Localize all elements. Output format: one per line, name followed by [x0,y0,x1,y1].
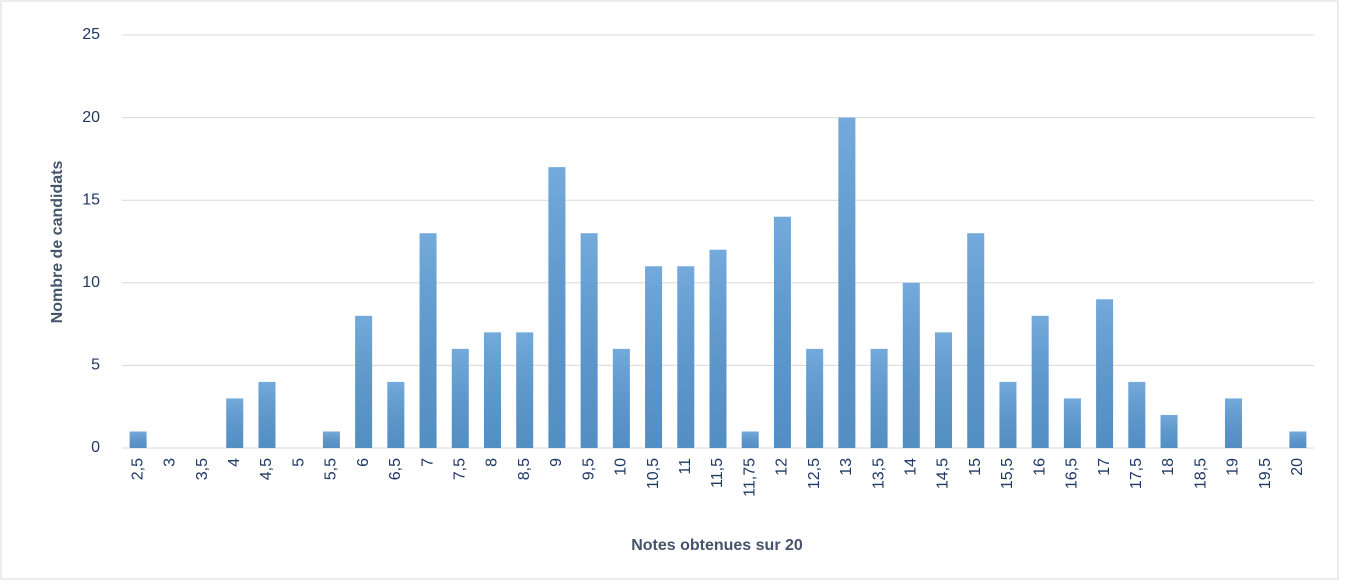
x-tick-label: 16 [1031,458,1048,476]
bar-shade [226,398,244,448]
x-tick-label: 7 [419,458,436,467]
x-tick-label: 3,5 [194,458,211,480]
x-tick-label: 8 [484,458,501,467]
bar-shade [838,117,856,448]
bar-shade [806,348,824,448]
y-tick-label: 25 [82,26,100,43]
x-tick-label: 17,5 [1128,458,1145,489]
bar-shade [451,348,469,448]
x-tick-label: 11,75 [741,458,758,497]
x-axis-title: Notes obtenues sur 20 [631,537,803,554]
bar-shade [677,266,695,448]
x-tick-label: 18,5 [1192,458,1209,489]
bar-shade [1031,315,1049,448]
y-axis-title: Nombre de candidats [49,161,66,324]
x-tick-label: 16,5 [1064,458,1081,489]
bar-shade [1063,398,1081,448]
bar-shade [580,233,598,448]
x-tick-label: 9 [548,458,565,467]
x-tick-label: 15,5 [999,458,1016,489]
bar-shade [612,348,630,448]
y-tick-label: 5 [91,357,100,374]
bar-shade [1096,299,1114,448]
x-tick-label: 12 [774,458,791,476]
x-tick-label: 10,5 [645,458,662,489]
x-tick-label: 5 [290,458,307,467]
x-tick-label: 5,5 [323,458,340,480]
bar-shade [967,233,985,448]
bar-shade [645,266,663,448]
bar-shade [709,249,727,448]
bar-shade [483,332,501,448]
x-tick-label: 6,5 [387,458,404,480]
bar-shade [322,431,340,448]
x-tick-label: 10 [613,458,630,476]
x-tick-label: 4,5 [258,458,275,480]
x-tick-label: 13,5 [870,458,887,489]
x-tick-label: 20 [1289,458,1306,476]
x-tick-label: 3 [162,458,179,467]
bar-shade [1128,381,1146,448]
x-tick-label: 6 [355,458,372,467]
x-tick-label: 4 [226,458,243,467]
bar-shade [419,233,437,448]
bar-shade [129,431,147,448]
x-tick-label: 9,5 [580,458,597,480]
x-tick-label: 2,5 [129,458,146,480]
x-tick-label: 17 [1096,458,1113,476]
x-tick-label: 15 [967,458,984,476]
x-tick-label: 12,5 [806,458,823,489]
x-tick-label: 18 [1160,458,1177,476]
bar-shade [1224,398,1242,448]
x-tick-label: 7,5 [451,458,468,480]
bar-shade [548,167,566,448]
bar-shade [773,216,791,448]
bar-shade [741,431,759,448]
x-tick-label: 14 [903,458,920,476]
y-tick-label: 15 [82,191,100,208]
bar-shade [1289,431,1307,448]
bar-shade [516,332,534,448]
x-tick-label: 19 [1225,458,1242,476]
x-tick-label: 13 [838,458,855,476]
bar-shade [387,381,405,448]
x-tick-label: 19,5 [1257,458,1274,489]
bar-shade [258,381,276,448]
x-tick-label: 8,5 [516,458,533,480]
x-tick-label: 11 [677,458,694,475]
y-tick-label: 0 [91,439,100,456]
bar-shade [1160,414,1178,448]
bar-shade [870,348,888,448]
bar-shade [935,332,953,448]
y-tick-label: 10 [82,274,100,291]
bar-shade [355,315,373,448]
x-tick-label: 14,5 [935,458,952,489]
bar-shade [999,381,1017,448]
y-tick-label: 20 [82,109,100,126]
bar-shade [902,282,920,448]
x-tick-label: 11,5 [709,458,726,488]
